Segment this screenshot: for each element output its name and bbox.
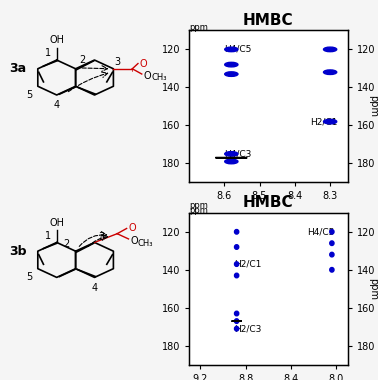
Text: O: O <box>129 223 136 233</box>
Text: OH: OH <box>49 35 64 45</box>
Text: H4/C3: H4/C3 <box>224 149 252 158</box>
Title: HMBC: HMBC <box>243 13 294 28</box>
Text: 4: 4 <box>91 283 98 293</box>
Ellipse shape <box>324 70 337 74</box>
Text: 3: 3 <box>98 231 104 242</box>
Ellipse shape <box>330 252 334 257</box>
Title: HMBC: HMBC <box>243 195 294 210</box>
Y-axis label: ppm: ppm <box>368 278 378 300</box>
Text: O: O <box>130 236 138 246</box>
Ellipse shape <box>234 326 239 331</box>
Ellipse shape <box>234 245 239 249</box>
Ellipse shape <box>234 273 239 278</box>
Text: H4/C5: H4/C5 <box>307 227 334 236</box>
Text: H2/C1: H2/C1 <box>234 260 262 269</box>
Text: 3b: 3b <box>9 245 27 258</box>
Ellipse shape <box>330 241 334 245</box>
Text: CH₃: CH₃ <box>151 73 167 82</box>
Text: CH₃: CH₃ <box>138 239 153 248</box>
Ellipse shape <box>234 262 239 266</box>
Text: OH: OH <box>49 218 64 228</box>
Ellipse shape <box>234 230 239 234</box>
Ellipse shape <box>234 319 239 323</box>
Ellipse shape <box>225 62 238 67</box>
Text: O: O <box>140 59 147 68</box>
Y-axis label: ppm: ppm <box>368 95 378 117</box>
Text: 3a: 3a <box>9 62 26 75</box>
Ellipse shape <box>324 119 337 124</box>
Ellipse shape <box>225 159 238 164</box>
Text: 4: 4 <box>54 100 60 110</box>
Ellipse shape <box>234 311 239 316</box>
Text: H4/C5: H4/C5 <box>224 45 252 54</box>
Text: H2/C1: H2/C1 <box>310 117 337 126</box>
Text: H2/C3: H2/C3 <box>234 324 262 333</box>
Text: O: O <box>144 71 151 81</box>
Text: 2: 2 <box>79 55 86 65</box>
Ellipse shape <box>330 230 334 234</box>
Text: ppm: ppm <box>189 24 208 32</box>
Text: 1: 1 <box>45 48 51 58</box>
Ellipse shape <box>225 152 238 156</box>
Text: ppm: ppm <box>189 206 208 215</box>
Ellipse shape <box>324 47 337 52</box>
Text: 2: 2 <box>64 239 70 249</box>
Text: 5: 5 <box>26 272 32 282</box>
Text: 3: 3 <box>114 57 121 67</box>
Ellipse shape <box>330 268 334 272</box>
Ellipse shape <box>225 72 238 76</box>
Text: ppm: ppm <box>189 201 208 210</box>
Ellipse shape <box>225 47 238 52</box>
Text: 5: 5 <box>26 90 32 100</box>
Text: 1: 1 <box>45 231 51 241</box>
